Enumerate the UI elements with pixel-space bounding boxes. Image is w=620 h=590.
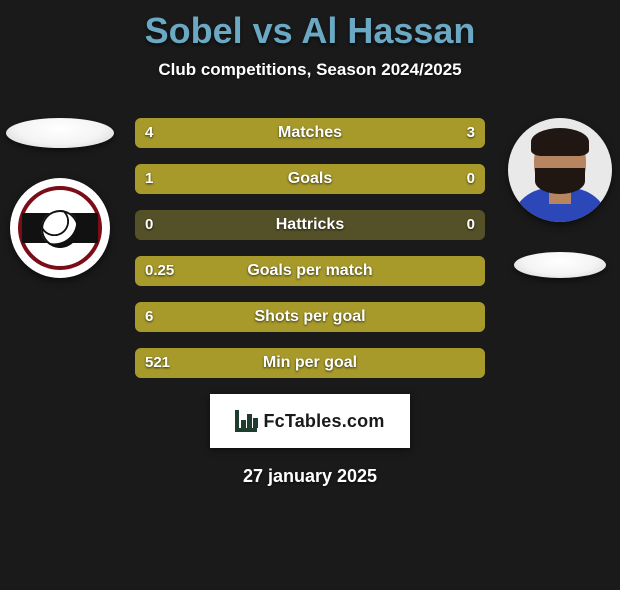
bar-left-fill <box>135 302 485 332</box>
stats-bar-list: 43Matches10Goals00Hattricks0.25Goals per… <box>135 118 485 378</box>
bar-left-fill <box>135 256 485 286</box>
stat-value-left: 4 <box>145 118 153 148</box>
logo-text: FcTables.com <box>263 411 384 432</box>
stat-row: 43Matches <box>135 118 485 148</box>
bar-left-fill <box>135 348 485 378</box>
stat-value-left: 0.25 <box>145 256 174 286</box>
stat-row: 0 0Hattricks <box>135 210 485 240</box>
placeholder-ellipse-left <box>6 118 114 148</box>
club-crest-left <box>10 178 110 278</box>
stat-value-left: 521 <box>145 348 170 378</box>
chart-icon <box>235 410 257 432</box>
bar-left-fill <box>135 118 335 148</box>
stat-value-left: 1 <box>145 164 153 194</box>
stat-row: 6Shots per goal <box>135 302 485 332</box>
stat-value-left: 0 <box>145 210 153 240</box>
stat-row: 521Min per goal <box>135 348 485 378</box>
stat-value-left: 6 <box>145 302 153 332</box>
stat-value-right: 0 <box>467 210 475 240</box>
left-player-column <box>5 118 115 278</box>
stat-value-right: 3 <box>467 118 475 148</box>
stat-value-right: 0 <box>467 164 475 194</box>
content-area: 43Matches10Goals00Hattricks0.25Goals per… <box>0 118 620 487</box>
source-logo: FcTables.com <box>210 394 410 448</box>
page-title: Sobel vs Al Hassan <box>0 10 620 52</box>
stat-row: 10Goals <box>135 164 485 194</box>
crest-graphic <box>18 186 102 270</box>
right-player-column <box>505 118 615 278</box>
bar-left-fill <box>135 164 401 194</box>
stat-label: Hattricks <box>135 210 485 240</box>
date-text: 27 january 2025 <box>0 466 620 487</box>
placeholder-ellipse-right <box>514 252 606 278</box>
stat-row: 0.25Goals per match <box>135 256 485 286</box>
player-avatar-right <box>508 118 612 222</box>
bar-right-fill <box>335 118 486 148</box>
subtitle: Club competitions, Season 2024/2025 <box>0 60 620 80</box>
